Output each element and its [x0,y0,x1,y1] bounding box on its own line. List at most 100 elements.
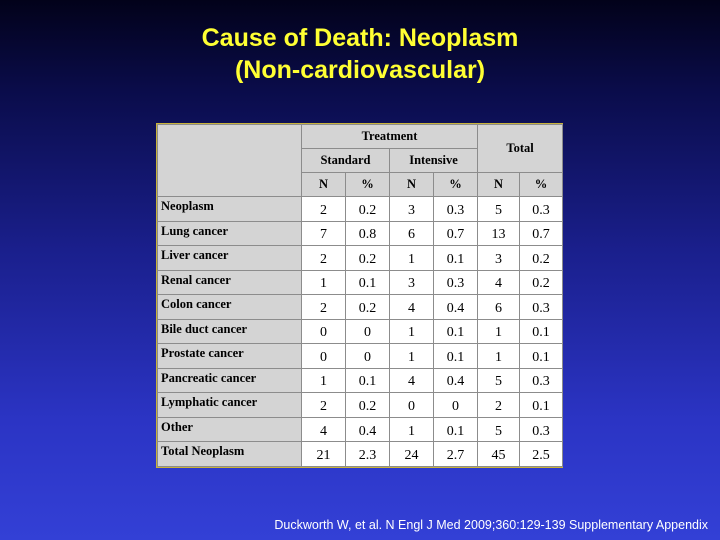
table-cell: 0.3 [432,196,479,222]
table-cell: 1 [301,367,346,394]
table-cell: 4 [477,269,521,296]
table-cell: 0.1 [519,392,564,418]
table-cell: 0 [301,318,346,345]
table-cell: 1 [389,416,434,443]
table-row: Colon cancer 2 0.2 4 0.4 6 0.3 [157,294,564,320]
table-cell: 2.7 [432,441,479,467]
subheader-cell: N [389,172,434,197]
neoplasm-table: Treatment Total Standard Intensive N% N% N… [157,124,564,467]
table-cell: 2 [301,392,346,418]
table-cell: 0.1 [345,367,390,394]
table-row: Neoplasm 2 0.2 3 0.3 5 0.3 [157,196,564,222]
table-cell: 3 [477,245,521,271]
table-row: Liver cancer 2 0.2 1 0.1 3 0.2 [157,245,564,271]
table-cell: 0.2 [519,245,564,271]
row-label: Lymphatic cancer [157,392,302,418]
table-cell: 0.2 [345,245,390,271]
table-cell: 3 [389,196,434,222]
table-cell: 5 [477,196,521,222]
citation: Duckworth W, et al. N Engl J Med 2009;36… [274,518,708,532]
table-cell: 45 [477,441,521,467]
table-cell: 21 [301,441,346,467]
subheader-cell: N [477,172,521,197]
row-label: Pancreatic cancer [157,367,302,394]
table-cell: 3 [389,269,434,296]
table-cell: 0.1 [519,318,564,345]
table-cell: 2 [301,245,346,271]
table-cell: 1 [477,318,521,345]
slide-title: Cause of Death: Neoplasm (Non-cardiovasc… [0,22,720,86]
table-cell: 0.3 [519,196,564,222]
table-cell: 0 [345,318,390,345]
table-cell: 0.1 [432,343,479,369]
table-cell: 0.4 [432,294,479,320]
empty-corner-header [157,124,302,197]
row-label: Liver cancer [157,245,302,271]
row-label: Renal cancer [157,269,302,296]
table-row: Bile duct cancer 0 0 1 0.1 1 0.1 [157,318,564,345]
table-cell: 0.1 [432,318,479,345]
table-cell: 1 [301,269,346,296]
table-cell: 2 [301,196,346,222]
table-cell: 0.3 [432,269,479,296]
table-cell: 4 [389,367,434,394]
treatment-header: Treatment [300,124,479,149]
table-cell: 0.4 [432,367,479,394]
table-cell: 0.1 [432,416,479,443]
row-label: Total Neoplasm [157,441,302,467]
subheader-cell: % [345,172,390,197]
total-header: Total [477,124,564,173]
table-cell: 0.4 [345,416,390,443]
row-label: Neoplasm [157,196,302,222]
row-label: Lung cancer [157,220,302,247]
table-cell: 0.1 [519,343,564,369]
table-row: Prostate cancer 0 0 1 0.1 1 0.1 [157,343,564,369]
table-cell: 0.3 [519,294,564,320]
title-line-1: Cause of Death: Neoplasm [201,24,519,52]
subheader-cell: % [519,172,564,197]
row-label: Colon cancer [157,294,302,320]
table-cell: 2 [477,392,521,418]
table-cell: 0.3 [519,367,564,394]
row-label: Bile duct cancer [157,318,302,345]
title-line-2: (Non-cardiovascular) [234,56,486,84]
table-cell: 1 [389,343,434,369]
table-cell: 0.2 [519,269,564,296]
table-row: Renal cancer 1 0.1 3 0.3 4 0.2 [157,269,564,296]
table-cell: 13 [477,220,521,247]
table-cell: 0.7 [432,220,479,247]
row-label: Other [157,416,302,443]
table-cell: 24 [389,441,434,467]
neoplasm-table-frame: Treatment Total Standard Intensive N% N% N… [156,123,564,468]
intensive-header: Intensive [388,148,479,173]
table-cell: 2.3 [345,441,390,467]
table-cell: 6 [477,294,521,320]
table-cell: 5 [477,416,521,443]
table-cell: 4 [389,294,434,320]
table-cell: 0 [301,343,346,369]
table-cell: 0.2 [345,196,390,222]
table-cell: 6 [389,220,434,247]
table-cell: 0.7 [519,220,564,247]
table-cell: 2.5 [519,441,564,467]
table-row: Lymphatic cancer 2 0.2 0 0 2 0.1 [157,392,564,418]
table-row: Other 4 0.4 1 0.1 5 0.3 [157,416,564,443]
table-row: Total Neoplasm 21 2.3 24 2.7 45 2.5 [157,441,564,467]
table-cell: 1 [477,343,521,369]
table-cell: 0.8 [345,220,390,247]
subheader-cell: N [301,172,346,197]
table-cell: 5 [477,367,521,394]
row-label: Prostate cancer [157,343,302,369]
table-cell: 2 [301,294,346,320]
table-cell: 1 [389,318,434,345]
table-cell: 0.1 [432,245,479,271]
table-cell: 0.2 [345,392,390,418]
table-row: Lung cancer 7 0.8 6 0.7 13 0.7 [157,220,564,247]
subheader-cell: % [432,172,479,197]
table-cell: 1 [389,245,434,271]
table-cell: 0 [345,343,390,369]
standard-header: Standard [301,148,390,173]
table-cell: 0.2 [345,294,390,320]
table-cell: 0 [432,392,479,418]
table-cell: 0.3 [519,416,564,443]
